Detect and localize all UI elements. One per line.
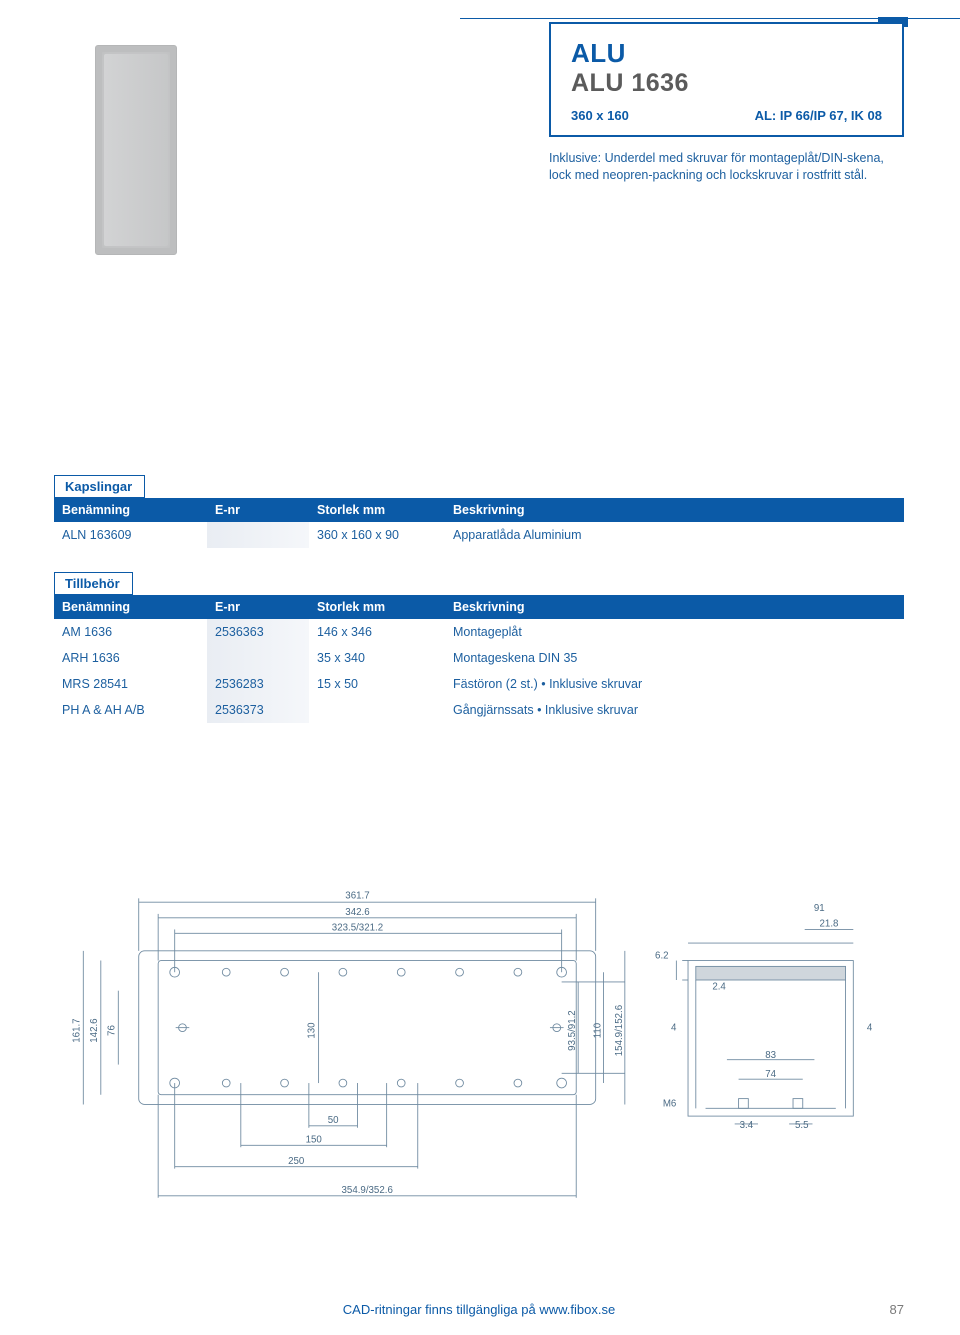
cell-size: 15 x 50 bbox=[309, 671, 445, 697]
dim: M6 bbox=[663, 1098, 677, 1109]
page-number: 87 bbox=[890, 1302, 904, 1317]
cell-enr: 2536373 bbox=[207, 697, 309, 723]
dim: 21.8 bbox=[820, 919, 839, 930]
th-desc: Beskrivning bbox=[445, 498, 904, 522]
title-line-2: ALU 1636 bbox=[571, 69, 882, 98]
dim: 323.5/321.2 bbox=[332, 922, 383, 933]
description-text: Inklusive: Underdel med skruvar för mont… bbox=[549, 150, 904, 184]
table-row: ARH 1636 35 x 340 Montageskena DIN 35 bbox=[54, 645, 904, 671]
product-photo bbox=[95, 45, 177, 255]
cell-enr: 2536283 bbox=[207, 671, 309, 697]
dim: 91 bbox=[814, 903, 825, 914]
th-size: Storlek mm bbox=[309, 498, 445, 522]
table-row: ALN 163609 360 x 160 x 90 Apparatlåda Al… bbox=[54, 522, 904, 548]
kapslingar-label: Kapslingar bbox=[54, 475, 145, 498]
tillbehor-label: Tillbehör bbox=[54, 572, 133, 595]
cell-name: ARH 1636 bbox=[54, 645, 207, 671]
cell-name: AM 1636 bbox=[54, 619, 207, 645]
dim: 130 bbox=[307, 1022, 318, 1039]
cell-desc: Montageplåt bbox=[445, 619, 904, 645]
th-name: Benämning bbox=[54, 498, 207, 522]
dim: 2.4 bbox=[712, 982, 726, 993]
table-row: PH A & AH A/B 2536373 Gångjärnssats • In… bbox=[54, 697, 904, 723]
th-size: Storlek mm bbox=[309, 595, 445, 619]
dim: 250 bbox=[288, 1156, 305, 1167]
title-box: ALU ALU 1636 360 x 160 AL: IP 66/IP 67, … bbox=[549, 22, 904, 137]
cell-desc: Apparatlåda Aluminium bbox=[445, 522, 904, 548]
dim: 154.9/152.6 bbox=[614, 1005, 625, 1056]
dim: 83 bbox=[765, 1050, 776, 1061]
tillbehor-table: Benämning E-nr Storlek mm Beskrivning AM… bbox=[54, 595, 904, 723]
th-enr: E-nr bbox=[207, 595, 309, 619]
top-rule bbox=[460, 18, 960, 19]
dim: 3.4 bbox=[740, 1120, 754, 1131]
table-row: AM 1636 2536363 146 x 346 Montageplåt bbox=[54, 619, 904, 645]
dim: 361.7 bbox=[345, 890, 369, 901]
cell-desc: Gångjärnssats • Inklusive skruvar bbox=[445, 697, 904, 723]
dim: 142.6 bbox=[89, 1018, 100, 1042]
dim: 6.2 bbox=[655, 951, 669, 962]
cell-name: ALN 163609 bbox=[54, 522, 207, 548]
dim: 93.5/91.2 bbox=[567, 1010, 578, 1051]
dim: 76 bbox=[106, 1025, 117, 1036]
dim: 74 bbox=[765, 1069, 776, 1080]
dim: 4 bbox=[671, 1023, 677, 1034]
footer-note: CAD-ritningar finns tillgängliga på www.… bbox=[54, 1302, 904, 1317]
cell-enr bbox=[207, 645, 309, 671]
table-row: MRS 28541 2536283 15 x 50 Fästöron (2 st… bbox=[54, 671, 904, 697]
th-enr: E-nr bbox=[207, 498, 309, 522]
title-dim: 360 x 160 bbox=[571, 108, 629, 123]
dim: 4 bbox=[867, 1023, 873, 1034]
title-rating: AL: IP 66/IP 67, IK 08 bbox=[755, 108, 882, 123]
dim: 110 bbox=[593, 1022, 604, 1038]
cell-name: PH A & AH A/B bbox=[54, 697, 207, 723]
dim: 150 bbox=[306, 1134, 323, 1145]
cell-enr: 2536363 bbox=[207, 619, 309, 645]
kapslingar-table: Benämning E-nr Storlek mm Beskrivning AL… bbox=[54, 498, 904, 548]
cell-size: 146 x 346 bbox=[309, 619, 445, 645]
cell-desc: Montageskena DIN 35 bbox=[445, 645, 904, 671]
cell-name: MRS 28541 bbox=[54, 671, 207, 697]
cell-size bbox=[309, 697, 445, 723]
dim: 50 bbox=[328, 1115, 339, 1126]
cell-size: 360 x 160 x 90 bbox=[309, 522, 445, 548]
technical-drawing: 361.7 342.6 323.5/321.2 161.7 142.6 76 1… bbox=[54, 875, 904, 1225]
title-line-1: ALU bbox=[571, 38, 882, 69]
cell-desc: Fästöron (2 st.) • Inklusive skruvar bbox=[445, 671, 904, 697]
dim: 5.5 bbox=[795, 1120, 809, 1131]
th-desc: Beskrivning bbox=[445, 595, 904, 619]
cell-size: 35 x 340 bbox=[309, 645, 445, 671]
drawing-svg: 361.7 342.6 323.5/321.2 161.7 142.6 76 1… bbox=[54, 875, 904, 1225]
dim: 342.6 bbox=[345, 907, 369, 918]
dim: 354.9/352.6 bbox=[342, 1185, 393, 1196]
cell-enr bbox=[207, 522, 309, 548]
dim: 161.7 bbox=[71, 1018, 82, 1042]
footer: CAD-ritningar finns tillgängliga på www.… bbox=[54, 1302, 904, 1317]
th-name: Benämning bbox=[54, 595, 207, 619]
